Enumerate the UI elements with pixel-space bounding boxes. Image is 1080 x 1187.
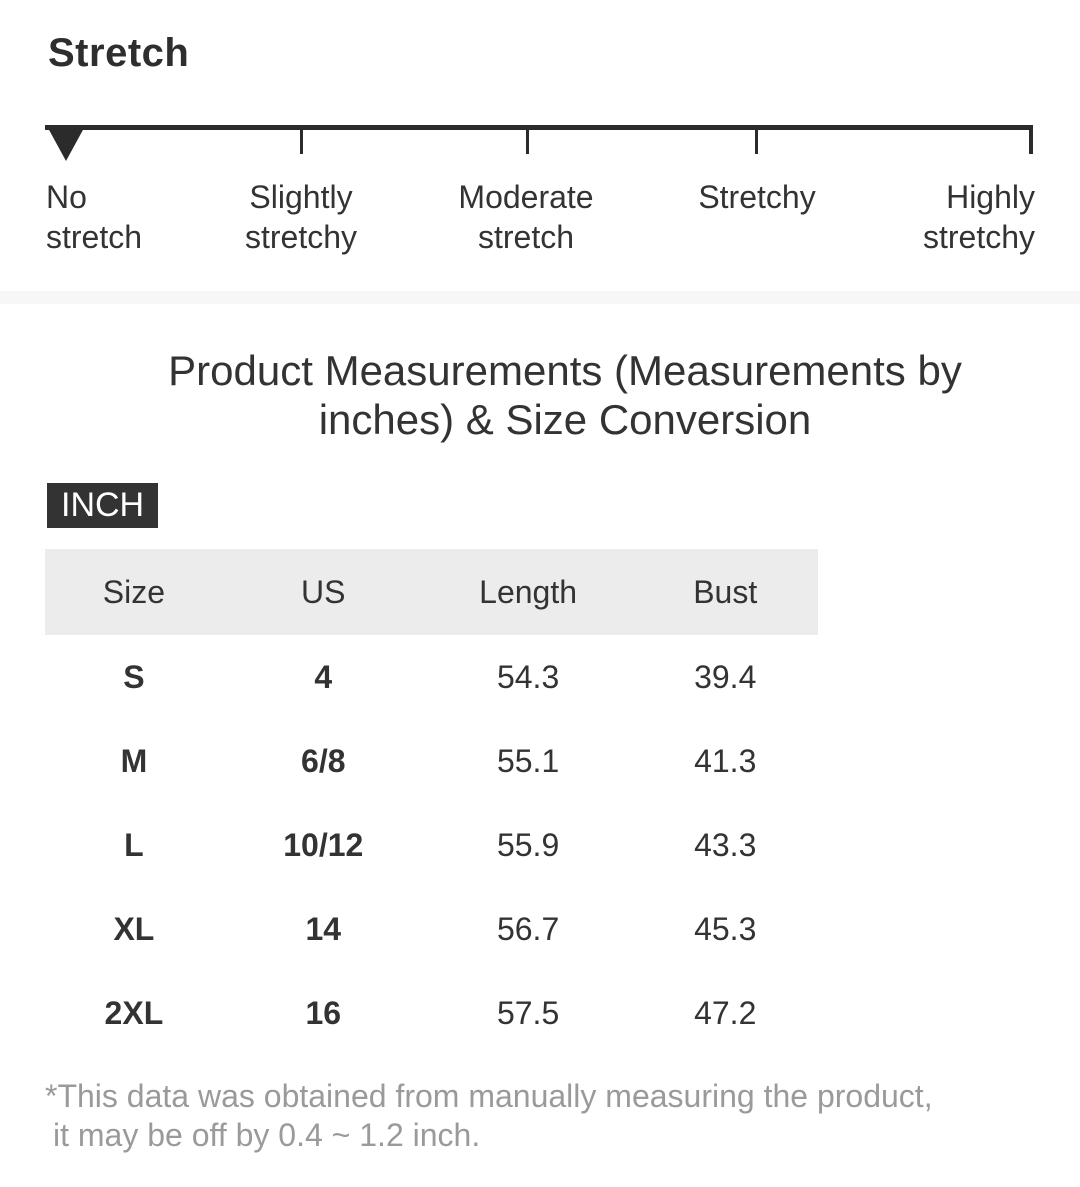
cell-bust: 41.3: [694, 742, 757, 779]
size-measurements-table: Size US Length Bust S 4 54.3 39.4 M 6/8 …: [45, 549, 818, 1055]
table-row: L 10/12 55.9 43.3: [45, 803, 818, 887]
measurements-section-title: Product Measurements (Measurements by in…: [168, 347, 962, 443]
cell-size: L: [124, 826, 144, 863]
stretch-level-label-no-stretch: No stretch: [46, 179, 143, 255]
cell-us: 16: [305, 994, 342, 1031]
column-header-us: US: [301, 573, 346, 610]
unit-toggle-inch-button[interactable]: INCH: [47, 483, 159, 528]
cell-length: 54.3: [496, 658, 560, 695]
cell-us: 6/8: [301, 742, 346, 779]
stretch-level-label-highly-stretchy: Highly stretchy: [922, 179, 1035, 255]
column-header-bust: Bust: [693, 573, 758, 610]
scale-line: [45, 125, 1033, 130]
cell-us: 14: [305, 910, 342, 947]
triangle-marker-icon: [48, 128, 84, 161]
section-divider: [0, 291, 1080, 304]
stretch-level-label-stretchy: Stretchy: [698, 179, 816, 215]
cell-bust: 43.3: [694, 826, 757, 863]
footnote-line-2: it may be off by 0.4 ~ 1.2 inch.: [53, 1117, 481, 1153]
cell-length: 57.5: [496, 994, 560, 1031]
scale-end-tick: [1029, 125, 1033, 154]
cell-size: XL: [113, 910, 155, 947]
table-row: XL 14 56.7 45.3: [45, 887, 818, 971]
cell-bust: 47.2: [694, 994, 757, 1031]
table-header-row: Size US Length Bust: [45, 549, 818, 635]
cell-us: 10/12: [283, 826, 364, 863]
cell-size: 2XL: [104, 994, 164, 1031]
footnote-line-1: *This data was obtained from manually me…: [45, 1078, 933, 1114]
stretch-level-label-slightly-stretchy: Slightly stretchy: [244, 179, 358, 255]
scale-tick: [300, 125, 303, 154]
cell-length: 55.9: [496, 826, 560, 863]
column-header-length: Length: [479, 573, 578, 610]
cell-size: M: [120, 742, 148, 779]
cell-bust: 45.3: [694, 910, 757, 947]
scale-tick: [755, 125, 758, 154]
table-row: S 4 54.3 39.4: [45, 635, 818, 719]
table-row: M 6/8 55.1 41.3: [45, 719, 818, 803]
cell-size: S: [123, 658, 145, 695]
cell-length: 55.1: [496, 742, 560, 779]
scale-tick: [526, 125, 529, 154]
table-row: 2XL 16 57.5 47.2: [45, 971, 818, 1055]
stretch-section-heading: Stretch: [48, 31, 190, 75]
measurement-footnote: *This data was obtained from manually me…: [45, 1077, 1025, 1155]
stretch-level-label-moderate-stretch: Moderate stretch: [458, 179, 594, 255]
cell-us: 4: [314, 658, 333, 695]
column-header-size: Size: [102, 573, 166, 610]
cell-length: 56.7: [496, 910, 560, 947]
cell-bust: 39.4: [694, 658, 757, 695]
